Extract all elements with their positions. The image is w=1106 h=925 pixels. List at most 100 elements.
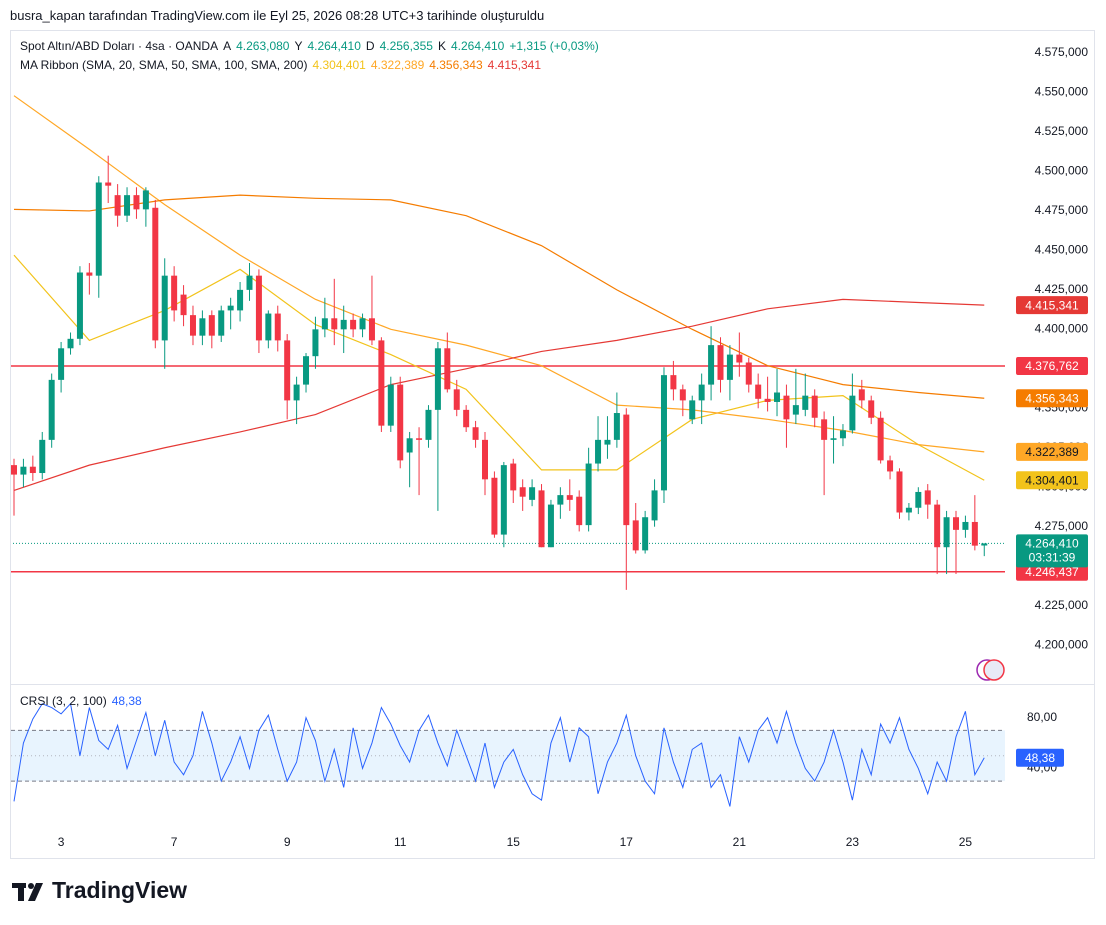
candle-body (293, 384, 300, 401)
candle-body (877, 417, 884, 461)
symbol: Spot Altın/ABD Doları · 4sa · OANDA (20, 39, 219, 53)
candle-body (331, 318, 338, 330)
candle-body (745, 362, 752, 385)
candle-body (303, 356, 310, 385)
candle-body (312, 329, 319, 357)
candle-body (708, 345, 715, 385)
candle-body (491, 477, 498, 535)
candle-body (953, 517, 959, 530)
candle-body (896, 471, 903, 513)
candle-body (255, 275, 262, 341)
ma-value: 4.415,341 (487, 58, 542, 72)
y-tick-label: 4.450,000 (1035, 243, 1089, 257)
x-tick-label: 11 (394, 835, 407, 849)
candle-body (425, 409, 432, 440)
flag-icon (976, 659, 1005, 681)
candle-body (180, 294, 187, 316)
candle-body (519, 487, 526, 497)
candle-body (566, 495, 573, 500)
candle-body (585, 463, 592, 526)
y-tick-label: 4.475,000 (1035, 203, 1089, 217)
ma-line (13, 194, 985, 399)
candle-body (736, 354, 743, 363)
candle-body (962, 521, 969, 530)
price-box-label: 4.376,762 (1025, 359, 1079, 373)
ma-line (13, 254, 985, 481)
crsi-box-label: 48,38 (1025, 751, 1055, 765)
candle-body (689, 400, 696, 420)
candle-body (679, 389, 686, 401)
candle-body (340, 319, 347, 330)
candle-body (839, 430, 846, 439)
candle-body (152, 207, 159, 341)
candle-body (368, 318, 375, 341)
change: +1,315 (+0,03%) (509, 39, 599, 53)
y-tick-label: 4.200,000 (1035, 637, 1089, 651)
candle-body (416, 438, 423, 440)
ma-line (13, 298, 985, 491)
y-tick-label: 4.525,000 (1035, 124, 1089, 138)
candle-body (246, 275, 253, 290)
x-tick-label: 25 (959, 835, 973, 849)
price-box-label: 4.356,343 (1025, 391, 1079, 405)
price-box-label: 4.415,341 (1025, 298, 1079, 312)
price-box (1016, 471, 1088, 490)
candle-body (934, 504, 941, 548)
candle-body (378, 340, 385, 426)
candle-body (774, 392, 781, 402)
candle-body (133, 195, 140, 210)
ohlc-value: 4.264,410 (307, 39, 361, 53)
x-tick-label: 21 (733, 835, 747, 849)
x-tick-label: 15 (507, 835, 521, 849)
candle-body (943, 517, 950, 548)
candle-body (105, 182, 112, 186)
candle-body (58, 348, 65, 380)
candle-body (218, 310, 225, 336)
candle-body (114, 195, 121, 216)
countdown: 03:31:39 (1029, 551, 1076, 565)
candle-body (171, 275, 178, 311)
candle-body (726, 354, 733, 380)
ma-value: 4.322,389 (370, 58, 425, 72)
ohlc-key: Y (294, 39, 303, 53)
candle-body (764, 398, 771, 402)
candle-body (849, 395, 856, 431)
candle-body (482, 439, 488, 480)
candle-body (632, 520, 639, 551)
x-tick-label: 17 (620, 835, 634, 849)
candle-body (95, 182, 102, 276)
candle-body (651, 490, 658, 521)
candle-body (915, 491, 922, 508)
candle-body (142, 190, 149, 210)
price-box-label: 4.322,389 (1025, 445, 1079, 459)
candle-body (20, 466, 27, 475)
frame (10, 30, 1095, 859)
footer-brand: TradingView (52, 877, 188, 903)
x-tick-label: 3 (58, 835, 65, 849)
y-tick-label: 4.425,000 (1035, 282, 1089, 296)
candle-body (858, 389, 865, 401)
crsi-tick-label: 80,00 (1027, 710, 1057, 724)
crsi-box (1016, 748, 1064, 767)
candle-body (76, 272, 83, 339)
price-box-label: 4.246,437 (1025, 565, 1079, 579)
candle-body (124, 195, 131, 216)
x-tick-label: 23 (846, 835, 860, 849)
candle-body (453, 389, 460, 410)
candle-body (39, 439, 46, 474)
candle-body (623, 414, 630, 526)
ohlc-value: 4.264,410 (450, 39, 505, 53)
price-box (1016, 357, 1088, 376)
candle-body (321, 318, 328, 330)
candle-body (981, 543, 988, 546)
candle-body (613, 413, 620, 440)
candle-body (444, 348, 451, 390)
candle-body (557, 495, 564, 505)
candle-body (227, 305, 234, 311)
candle-body (86, 272, 93, 276)
candle-body (284, 340, 291, 401)
candle-body (208, 315, 215, 336)
ma-label: MA Ribbon (SMA, 20, SMA, 50, SMA, 100, S… (20, 58, 308, 72)
